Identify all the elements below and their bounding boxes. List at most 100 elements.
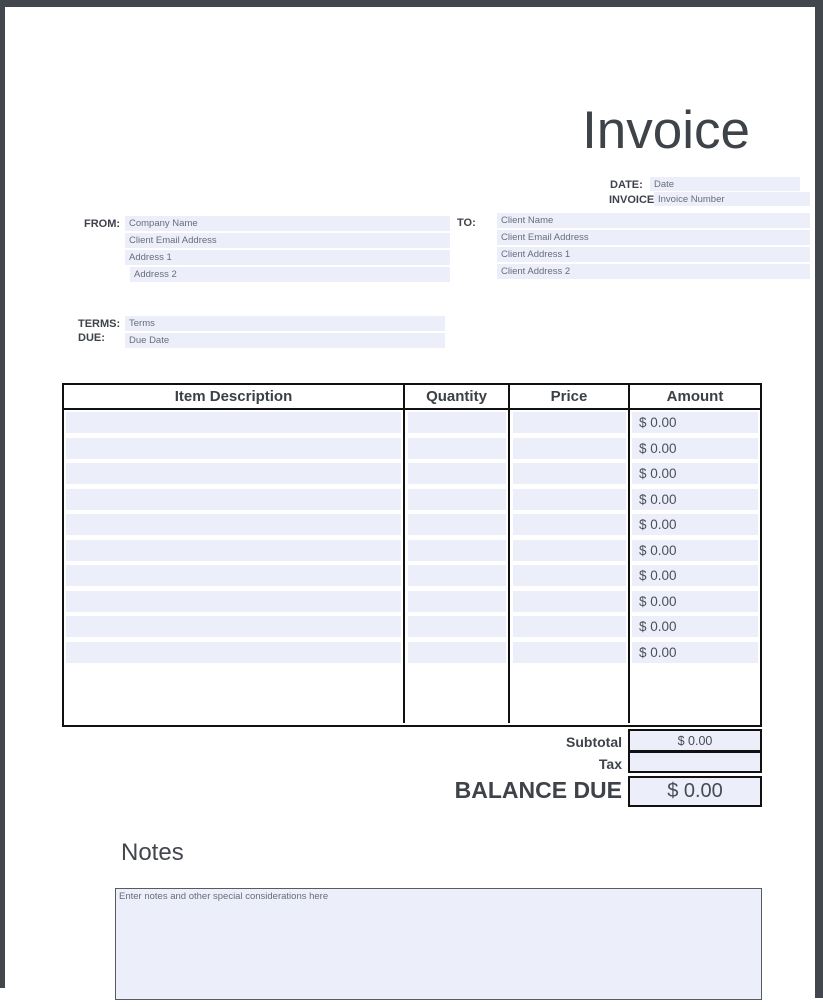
table-cell bbox=[64, 539, 405, 561]
table-cell bbox=[510, 616, 630, 637]
tax-input[interactable] bbox=[628, 751, 762, 773]
amount-input[interactable] bbox=[632, 514, 758, 535]
table-cell bbox=[510, 488, 630, 510]
table-cell bbox=[630, 437, 760, 459]
price-input[interactable] bbox=[513, 565, 626, 586]
from-address1-input[interactable] bbox=[125, 250, 450, 265]
to-client-name-input[interactable] bbox=[497, 213, 810, 228]
terms-label: TERMS: bbox=[78, 318, 121, 330]
description-input[interactable] bbox=[66, 565, 401, 586]
column-header-quantity: Quantity bbox=[405, 385, 510, 408]
amount-input[interactable] bbox=[632, 412, 758, 433]
table-cell bbox=[510, 641, 630, 663]
subtotal-input[interactable] bbox=[628, 729, 762, 752]
price-input[interactable] bbox=[513, 616, 626, 637]
from-address2-input[interactable] bbox=[130, 267, 450, 282]
table-row bbox=[64, 539, 760, 561]
date-input[interactable] bbox=[650, 177, 800, 191]
table-cell bbox=[405, 437, 510, 459]
due-label: DUE: bbox=[78, 332, 105, 344]
from-company-input[interactable] bbox=[125, 216, 450, 231]
due-date-input[interactable] bbox=[125, 333, 445, 348]
amount-input[interactable] bbox=[632, 539, 758, 561]
amount-input[interactable] bbox=[632, 641, 758, 663]
column-header-item-description: Item Description bbox=[64, 385, 405, 408]
price-input[interactable] bbox=[513, 463, 626, 484]
notes-heading: Notes bbox=[121, 839, 184, 866]
description-input[interactable] bbox=[66, 463, 401, 484]
to-address2-input[interactable] bbox=[497, 264, 810, 279]
table-cell bbox=[405, 463, 510, 484]
table-cell bbox=[64, 590, 405, 612]
quantity-input[interactable] bbox=[408, 565, 506, 586]
description-input[interactable] bbox=[66, 488, 401, 510]
items-table: Item Description Quantity Price Amount bbox=[62, 383, 762, 727]
description-input[interactable] bbox=[66, 412, 401, 433]
price-input[interactable] bbox=[513, 590, 626, 612]
table-cell bbox=[64, 412, 405, 433]
from-email-input[interactable] bbox=[125, 233, 450, 248]
table-cell bbox=[64, 641, 405, 663]
price-input[interactable] bbox=[513, 539, 626, 561]
table-row bbox=[64, 590, 760, 612]
amount-input[interactable] bbox=[632, 565, 758, 586]
to-address1-input[interactable] bbox=[497, 247, 810, 262]
price-input[interactable] bbox=[513, 412, 626, 433]
quantity-input[interactable] bbox=[408, 412, 506, 433]
description-input[interactable] bbox=[66, 641, 401, 663]
description-input[interactable] bbox=[66, 590, 401, 612]
quantity-input[interactable] bbox=[408, 463, 506, 484]
description-input[interactable] bbox=[66, 539, 401, 561]
table-cell bbox=[630, 565, 760, 586]
amount-input[interactable] bbox=[632, 590, 758, 612]
table-row bbox=[64, 514, 760, 535]
table-cell bbox=[630, 463, 760, 484]
amount-input[interactable] bbox=[632, 616, 758, 637]
items-table-header: Item Description Quantity Price Amount bbox=[64, 385, 760, 410]
amount-input[interactable] bbox=[632, 463, 758, 484]
quantity-input[interactable] bbox=[408, 514, 506, 535]
table-cell bbox=[630, 616, 760, 637]
table-cell bbox=[64, 565, 405, 586]
from-label: FROM: bbox=[84, 218, 121, 230]
table-cell bbox=[510, 539, 630, 561]
table-cell bbox=[630, 539, 760, 561]
quantity-input[interactable] bbox=[408, 590, 506, 612]
table-row bbox=[64, 616, 760, 637]
table-cell bbox=[510, 412, 630, 433]
table-row bbox=[64, 437, 760, 459]
table-cell bbox=[64, 463, 405, 484]
table-cell bbox=[405, 539, 510, 561]
table-cell bbox=[510, 590, 630, 612]
quantity-input[interactable] bbox=[408, 437, 506, 459]
amount-input[interactable] bbox=[632, 437, 758, 459]
invoice-number-label: INVOICE bbox=[609, 194, 655, 206]
terms-input[interactable] bbox=[125, 316, 445, 331]
price-input[interactable] bbox=[513, 488, 626, 510]
quantity-input[interactable] bbox=[408, 488, 506, 510]
subtotal-label: Subtotal bbox=[566, 734, 622, 750]
quantity-input[interactable] bbox=[408, 539, 506, 561]
quantity-input[interactable] bbox=[408, 616, 506, 637]
table-cell bbox=[405, 412, 510, 433]
table-cell bbox=[510, 463, 630, 484]
balance-due-input[interactable] bbox=[628, 776, 762, 807]
quantity-input[interactable] bbox=[408, 641, 506, 663]
price-input[interactable] bbox=[513, 437, 626, 459]
notes-textarea[interactable] bbox=[115, 888, 762, 1000]
invoice-number-input[interactable] bbox=[654, 192, 810, 206]
description-input[interactable] bbox=[66, 514, 401, 535]
table-cell bbox=[630, 590, 760, 612]
table-cell bbox=[630, 488, 760, 510]
table-cell bbox=[630, 514, 760, 535]
price-input[interactable] bbox=[513, 641, 626, 663]
to-email-input[interactable] bbox=[497, 230, 810, 245]
description-input[interactable] bbox=[66, 616, 401, 637]
date-label: DATE: bbox=[610, 179, 643, 191]
amount-input[interactable] bbox=[632, 488, 758, 510]
price-input[interactable] bbox=[513, 514, 626, 535]
table-cell bbox=[630, 412, 760, 433]
description-input[interactable] bbox=[66, 437, 401, 459]
table-cell bbox=[630, 641, 760, 663]
table-row bbox=[64, 641, 760, 663]
